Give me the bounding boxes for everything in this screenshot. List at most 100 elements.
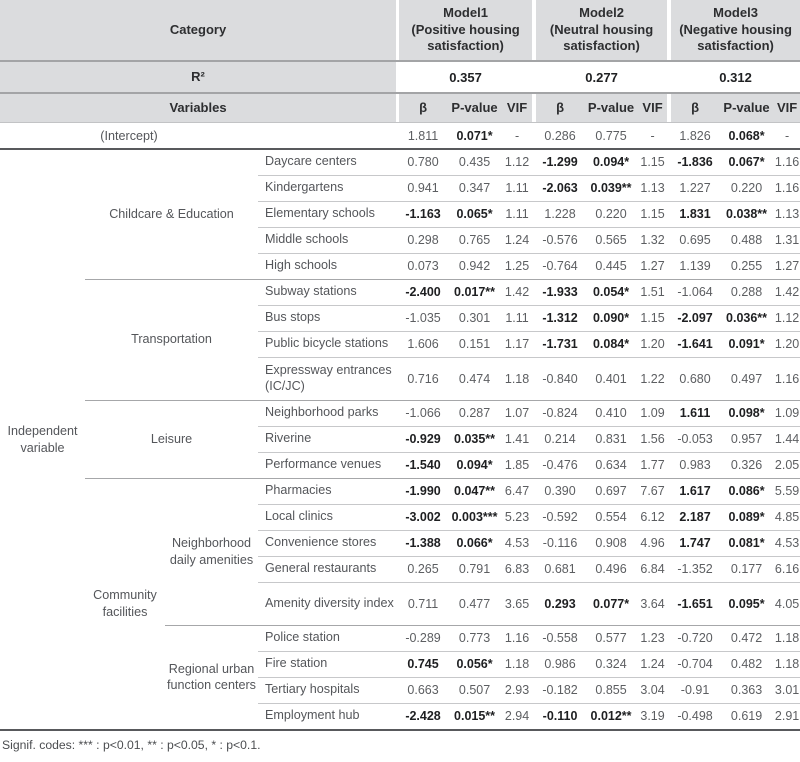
independent-variable-cell: Independent variable [7,424,78,455]
beta-cell: -0.824 [536,400,585,427]
vif-cell: 1.20 [774,331,800,358]
column-gap [396,478,400,505]
beta-cell: -0.498 [677,709,713,724]
column-gap [396,556,400,583]
column-gap [532,201,537,228]
column-gap [396,305,400,332]
p-value-cell: 0.363 [719,677,775,704]
vif-cell: 1.16 [774,357,800,401]
p-value-cell: 0.084* [584,331,639,358]
vif-cell: 1.20 [638,331,668,358]
p-value-cell: 0.077* [584,582,639,626]
column-gap [532,504,537,531]
p-value-cell: 0.507 [447,677,503,704]
p-value-cell: 0.435 [447,149,503,176]
column-gap [396,61,400,94]
beta-cell: 0.681 [536,556,585,583]
table-header-row: Category Model1 (Positive housing satisf… [0,0,800,62]
beta-cell: -0.053 [671,426,720,453]
column-gap [532,530,537,557]
table-row: Riverine -0.929 0.035** 1.41 0.214 0.831 1.56-… [0,426,800,453]
beta-cell: -1.066 [399,400,448,427]
vif-cell: 2.93 [502,677,533,704]
beta-cell: -0.840 [536,357,585,401]
vif-cell: 1.42 [774,279,800,306]
column-gap [532,478,537,505]
vif-cell: 1.17 [502,331,533,358]
column-gap [396,279,400,306]
p-value-cell: 0.497 [719,357,775,401]
model2-header: Model2 (Neutral housing satisfaction) [536,0,668,62]
column-gap [532,93,537,123]
p-value-cell: 0.634 [584,452,639,479]
model1-title: Model1 [443,4,488,20]
beta-cell: -1.312 [536,305,585,332]
vif-cell: 1.13 [774,201,800,228]
column-gap [532,227,537,254]
column-gap [532,651,537,678]
p-value-cell: 0.071* [447,122,503,150]
p-value-cell: 0.095* [719,582,775,626]
vif-cell: 6.47 [502,478,533,505]
r-squared-value-model1: 0.357 [399,61,533,94]
beta-cell: -2.063 [536,175,585,202]
beta-cell: 0.983 [671,452,720,479]
table-row: Amenity diversity index 0.711 0.477 3.65 0.2… [0,582,800,626]
beta-cell: 1.611 [671,400,720,427]
vif-cell: 1.44 [774,426,800,453]
column-gap [532,279,537,306]
p-value-cell: 0.177 [719,556,775,583]
beta-cell: 0.716 [399,357,448,401]
variable-name-cell: Performance venues [258,452,397,479]
beta-cell: 1.617 [671,478,720,505]
table-row: Kindergartens 0.941 0.347 1.11 -2.063 0.039**… [0,175,800,202]
vif-cell: 6.12 [638,504,668,531]
vif-cell: 1.15 [638,305,668,332]
beta-cell: -1.731 [536,331,585,358]
category-header: Category [0,0,397,62]
column-gap [396,122,400,150]
variable-name-cell: High schools [258,253,397,280]
p-value-cell: 0.775 [584,122,639,150]
p-value-cell: 0.324 [584,651,639,678]
p-value-cell: 0.017** [447,279,503,306]
column-gap [396,227,400,254]
column-gap [667,651,672,678]
p-value-cell: 0.957 [719,426,775,453]
model2-title: Model2 [579,4,624,20]
variable-name-cell: Neighborhood parks [258,400,397,427]
vif-cell: 1.12 [774,305,800,332]
vif-cell: 1.85 [502,452,533,479]
column-gap [667,93,672,123]
p-value-cell: 0.554 [584,504,639,531]
vif-cell: 1.18 [774,625,800,652]
beta-cell: 1.139 [671,253,720,280]
beta-cell: 0.214 [536,426,585,453]
column-gap [396,253,400,280]
regression-table-grid: Category Model1 (Positive housing satisf… [0,0,800,724]
column-gap [532,0,537,62]
column-gap [667,61,672,94]
p-value-cell: 0.942 [447,253,503,280]
p-value-cell: 0.090* [584,305,639,332]
column-gap [667,452,672,479]
vif-cell: 6.16 [774,556,800,583]
column-gap [667,0,672,62]
beta-cell: 0.680 [671,357,720,401]
beta-cell: 0.663 [399,677,448,704]
vif-cell: 1.27 [774,253,800,280]
vif-cell: 1.32 [638,227,668,254]
group-label-cell: Childcare & Education [85,149,258,280]
vif-cell: 1.09 [774,400,800,427]
column-gap [396,357,400,401]
beta-cell: -1.836 [671,149,720,176]
variable-name-cell: Middle schools [258,227,397,254]
p-value-cell: 0.619 [730,709,763,724]
beta-cell: -1.064 [671,279,720,306]
table-row: Tertiary hospitals 0.663 0.507 2.93 -0.182 0.… [0,677,800,704]
vif-header: VIF [638,93,668,123]
vif-cell: 4.96 [638,530,668,557]
p-value-cell: 0.577 [584,625,639,652]
column-gap [667,279,672,306]
vif-cell: 6.83 [502,556,533,583]
